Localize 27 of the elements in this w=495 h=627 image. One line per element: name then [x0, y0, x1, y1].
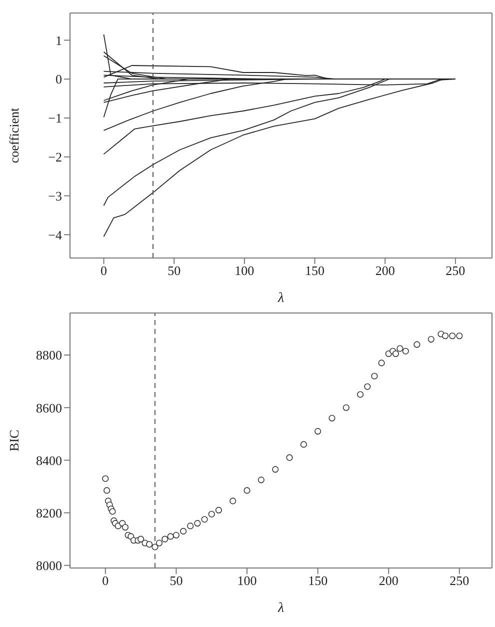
y-tick-label: −3 — [48, 188, 62, 204]
y-tick-label: 1 — [56, 32, 62, 48]
y-tick-label: 0 — [56, 72, 62, 87]
x-tick-label: 0 — [100, 263, 108, 278]
x-tick-label: 250 — [446, 263, 466, 278]
y-tick-label: −1 — [48, 110, 62, 126]
x-tick-label: 250 — [450, 573, 470, 588]
y-tick-label: −4 — [48, 227, 62, 242]
y-tick-label: 8800 — [36, 348, 62, 363]
x-tick-label: 50 — [168, 263, 181, 278]
y-tick-label: 8400 — [36, 452, 62, 468]
x-axis-title: λ — [276, 601, 284, 616]
y-tick-label: 8200 — [36, 505, 62, 520]
x-tick-label: 150 — [305, 263, 325, 278]
y-axis-title: BIC — [6, 430, 22, 452]
x-tick-label: 0 — [102, 573, 109, 588]
x-axis-title: λ — [276, 291, 284, 306]
x-tick-label: 100 — [237, 573, 257, 588]
y-tick-label: 8600 — [36, 400, 62, 416]
y-tick-label: −2 — [48, 150, 62, 165]
y-axis-title: coefficient — [6, 107, 22, 164]
x-tick-label: 150 — [308, 573, 328, 588]
x-tick-label: 200 — [375, 263, 395, 278]
x-tick-label: 200 — [378, 573, 398, 588]
y-tick-label: 8000 — [36, 558, 62, 573]
x-tick-label: 50 — [170, 573, 183, 588]
x-tick-label: 100 — [234, 263, 254, 278]
